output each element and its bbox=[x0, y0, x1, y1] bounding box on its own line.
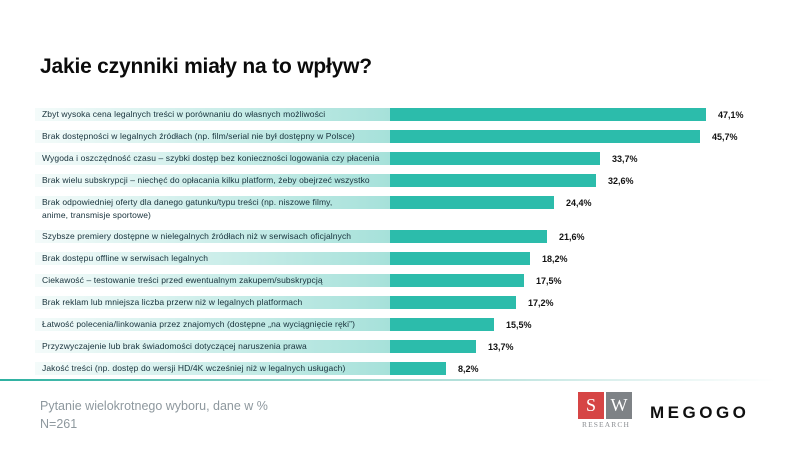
bar-category-label: Brak dostępu offline w serwisach legalny… bbox=[42, 253, 209, 263]
bar-row: 21,6% Szybsze premiery dostępne w nieleg… bbox=[35, 230, 780, 243]
bar-track-gradient bbox=[35, 108, 390, 121]
bar-row: 17,2% Brak reklam lub mniejsza liczba pr… bbox=[35, 296, 780, 309]
bar-category-label: Przyzwyczajenie lub brak świadomości dot… bbox=[42, 341, 307, 351]
bar-track-gradient bbox=[35, 230, 390, 243]
bar-value-label: 32,6% bbox=[608, 175, 634, 186]
bar-category-label: Brak odpowiedniej oferty dla danego gatu… bbox=[42, 197, 333, 220]
sw-logo-research-text: RESEARCH bbox=[582, 420, 630, 429]
bar-value-label: 21,6% bbox=[559, 231, 585, 242]
bar-row: 13,7% Przyzwyczajenie lub brak świadomoś… bbox=[35, 340, 780, 353]
sw-research-logo: S W RESEARCH bbox=[578, 392, 634, 429]
bar-track-gradient bbox=[35, 130, 390, 143]
bar-category-label: Zbyt wysoka cena legalnych treści w poró… bbox=[42, 109, 326, 119]
bar-value-segment bbox=[390, 130, 700, 143]
bar-value-segment bbox=[390, 252, 530, 265]
bar-value-label: 47,1% bbox=[718, 109, 744, 120]
bar-row: 15,5% Łatwość polecenia/linkowania przez… bbox=[35, 318, 780, 331]
bar-value-segment bbox=[390, 318, 494, 331]
bar-track-gradient bbox=[35, 174, 390, 187]
bar-value-label: 33,7% bbox=[612, 153, 638, 164]
bar-row: 17,5% Ciekawość – testowanie treści prze… bbox=[35, 274, 780, 287]
bar-track-gradient bbox=[35, 152, 390, 165]
bar-row: 18,2% Brak dostępu offline w serwisach l… bbox=[35, 252, 780, 265]
bar-value-segment bbox=[390, 296, 516, 309]
bar-category-label: Ciekawość – testowanie treści przed ewen… bbox=[42, 275, 323, 285]
bar-value-label: 45,7% bbox=[712, 131, 738, 142]
bar-track-gradient bbox=[35, 274, 390, 287]
bar-value-segment bbox=[390, 152, 600, 165]
bar-value-label: 17,5% bbox=[536, 275, 562, 286]
bar-track-gradient bbox=[35, 196, 390, 209]
bar-row: 24,4% Brak odpowiedniej oferty dla daneg… bbox=[35, 196, 780, 220]
sw-logo-letter-s: S bbox=[578, 392, 604, 419]
bar-track-gradient bbox=[35, 362, 390, 375]
bar-value-label: 24,4% bbox=[566, 197, 592, 208]
footer-note-line1: Pytanie wielokrotnego wyboru, dane w % bbox=[40, 399, 268, 413]
bar-category-label: Wygoda i oszczędność czasu – szybki dost… bbox=[42, 153, 380, 163]
bar-category-label: Brak reklam lub mniejsza liczba przerw n… bbox=[42, 297, 303, 307]
footer-note-line2: N=261 bbox=[40, 417, 78, 431]
sw-logo-letter-w: W bbox=[606, 392, 632, 419]
bar-value-label: 17,2% bbox=[528, 297, 554, 308]
bar-value-label: 13,7% bbox=[488, 341, 514, 352]
bar-track-gradient bbox=[35, 318, 390, 331]
bar-value-segment bbox=[390, 196, 554, 209]
bar-value-segment bbox=[390, 174, 596, 187]
bar-category-label: Jakość treści (np. dostęp do wersji HD/4… bbox=[42, 363, 346, 373]
bar-row: 8,2% Jakość treści (np. dostęp do wersji… bbox=[35, 362, 780, 375]
bar-track-gradient bbox=[35, 296, 390, 309]
bar-category-label: Łatwość polecenia/linkowania przez znajo… bbox=[42, 319, 356, 329]
bar-value-segment bbox=[390, 108, 706, 121]
bar-value-segment bbox=[390, 362, 446, 375]
bar-category-label: Brak dostępności w legalnych źródłach (n… bbox=[42, 131, 355, 141]
page-title: Jakie czynniki miały na to wpływ? bbox=[40, 55, 372, 78]
footer-note: Pytanie wielokrotnego wyboru, dane w % N… bbox=[40, 397, 268, 433]
bar-value-segment bbox=[390, 230, 547, 243]
bar-row: 33,7% Wygoda i oszczędność czasu – szybk… bbox=[35, 152, 780, 165]
bar-value-label: 15,5% bbox=[506, 319, 532, 330]
bar-chart: 47,1% Zbyt wysoka cena legalnych treści … bbox=[35, 108, 780, 375]
bar-value-label: 8,2% bbox=[458, 363, 479, 374]
sw-logo-squares: S W bbox=[578, 392, 634, 419]
megogo-logo: MEGOGO bbox=[650, 403, 750, 422]
bar-row: 47,1% Zbyt wysoka cena legalnych treści … bbox=[35, 108, 780, 121]
bar-track-gradient bbox=[35, 340, 390, 353]
bar-row: 32,6% Brak wielu subskrypcji – niechęć d… bbox=[35, 174, 780, 187]
bar-value-segment bbox=[390, 340, 476, 353]
bar-value-segment bbox=[390, 274, 524, 287]
bar-track-gradient bbox=[35, 252, 390, 265]
bar-category-label: Szybsze premiery dostępne w nielegalnych… bbox=[42, 231, 352, 241]
bar-rows: 47,1% Zbyt wysoka cena legalnych treści … bbox=[35, 108, 780, 375]
footer-divider-line bbox=[0, 379, 800, 381]
bar-category-label: Brak wielu subskrypcji – niechęć do opła… bbox=[42, 175, 370, 185]
bar-value-label: 18,2% bbox=[542, 253, 568, 264]
bar-row: 45,7% Brak dostępności w legalnych źródł… bbox=[35, 130, 780, 143]
